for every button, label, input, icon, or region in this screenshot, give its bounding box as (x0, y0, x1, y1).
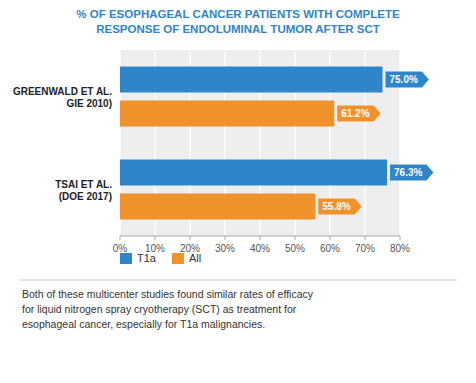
tick-label: 60% (320, 243, 340, 254)
tick-label: 50% (285, 243, 305, 254)
x-axis-line (120, 236, 400, 237)
tick-mark (400, 236, 401, 240)
tick-mark (120, 236, 121, 240)
data-labels: 75.0% 61.2% 76.3% 55.8% (318, 72, 433, 215)
category-label: TSAI ET AL.(DOE 2017) (55, 179, 112, 202)
tick-label: 0% (113, 243, 128, 254)
category-line: (DOE 2017) (59, 191, 112, 202)
category-label: GREENWALD ET AL.GIE 2010) (13, 86, 112, 109)
title-line: RESPONSE OF ENDOLUMINAL TUMOR AFTER SCT (96, 23, 380, 35)
data-label-arrow (386, 72, 429, 88)
legend-swatch (172, 253, 184, 264)
plot-background (120, 50, 400, 236)
title: % OF ESOPHAGEAL CANCER PATIENTS WITH COM… (76, 8, 400, 35)
data-label: 76.3% (394, 167, 422, 178)
bars (120, 67, 387, 220)
legend-label: All (189, 252, 201, 264)
tick-mark (225, 236, 226, 240)
data-label-arrow (318, 199, 361, 215)
tick-label: 70% (355, 243, 375, 254)
title-line: % OF ESOPHAGEAL CANCER PATIENTS WITH COM… (76, 8, 400, 20)
category-line: GIE 2010) (66, 98, 112, 109)
bar (120, 194, 315, 220)
bar (120, 101, 334, 127)
footnote: esophageal cancer, especially for T1a ma… (22, 318, 265, 330)
tick-label: 30% (215, 243, 235, 254)
legend-swatch (120, 253, 132, 264)
category-line: TSAI ET AL. (55, 179, 112, 190)
data-label: 61.2% (341, 108, 369, 119)
bar (120, 160, 387, 186)
tick-mark (295, 236, 296, 240)
tick-mark (330, 236, 331, 240)
bar (120, 67, 383, 93)
separator (19, 280, 457, 281)
footnote: for liquid nitrogen spray cryotherapy (S… (22, 303, 297, 315)
data-label: 75.0% (390, 74, 418, 85)
data-label: 55.8% (322, 201, 350, 212)
tick-mark (190, 236, 191, 240)
tick-mark (260, 236, 261, 240)
tick-mark (155, 236, 156, 240)
data-label-arrow (337, 106, 380, 122)
tick-label: 80% (390, 243, 410, 254)
legend-label: T1a (137, 252, 157, 264)
chart: % OF ESOPHAGEAL CANCER PATIENTS WITH COM… (0, 0, 476, 383)
footnote: Both of these multicenter studies found … (22, 288, 314, 300)
category-line: GREENWALD ET AL. (13, 86, 112, 97)
data-label-arrow (390, 165, 433, 181)
tick-mark (365, 236, 366, 240)
tick-label: 40% (250, 243, 270, 254)
